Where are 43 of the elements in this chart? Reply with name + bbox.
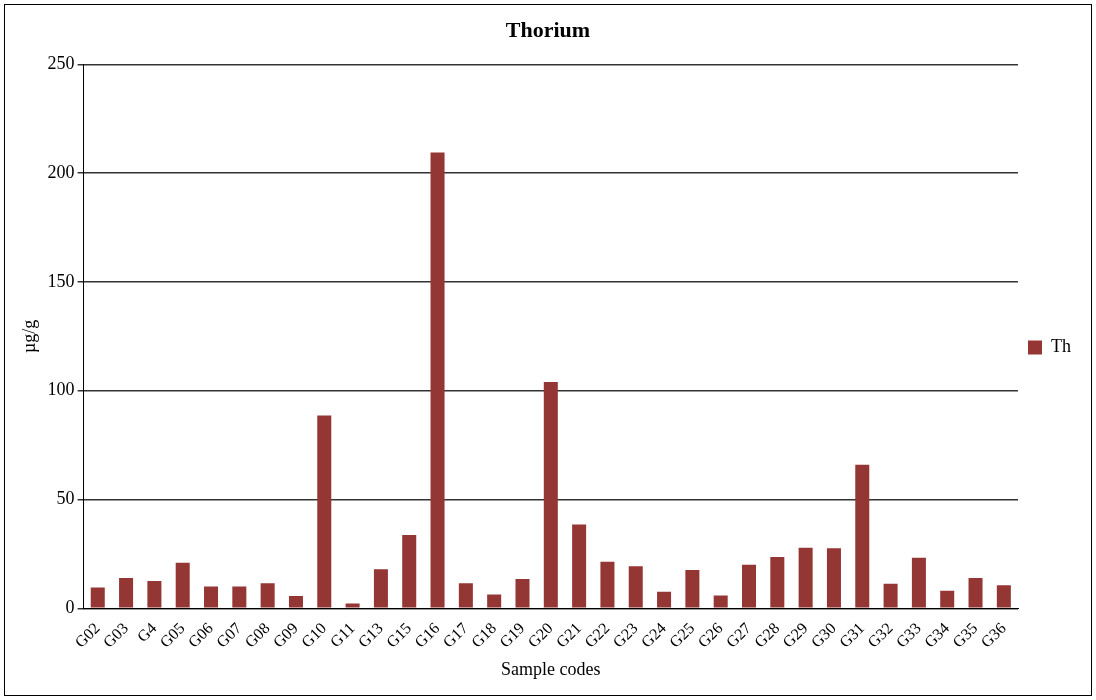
bar [911,557,926,608]
bar [430,152,445,608]
bar [345,603,360,608]
bar [572,524,587,608]
bar [996,585,1011,608]
bar [713,595,728,608]
bar [940,590,955,608]
y-tick-label: 50 [56,488,75,509]
bar [147,580,162,608]
bar [798,547,813,608]
bar [90,587,105,608]
y-tick-label: 0 [65,597,75,618]
bar [175,562,190,608]
bar [628,566,643,608]
bar [288,595,303,608]
y-tick-label: 150 [47,270,75,291]
chart-title: Thorium [505,16,591,42]
bar [458,583,473,608]
bar [373,569,388,608]
bar [543,382,558,608]
bar [657,591,672,608]
x-axis-title: Sample codes [501,658,601,679]
bar [402,535,417,608]
bar [232,586,247,608]
bar [826,548,841,608]
bar [317,415,332,608]
bar [855,464,870,608]
bar [883,583,898,608]
bar [742,564,757,608]
bar [515,578,530,608]
y-tick-label: 100 [47,379,75,400]
legend-label: Th [1051,336,1071,357]
bar [119,577,134,608]
bar [487,594,502,608]
bar [770,556,785,608]
y-tick-label: 250 [47,53,75,74]
y-axis-title: µg/g [18,319,39,354]
bar [260,583,275,608]
bar [204,586,219,608]
bar [685,570,700,608]
y-tick-label: 200 [47,161,75,182]
bar [600,561,615,608]
bar [968,578,983,608]
